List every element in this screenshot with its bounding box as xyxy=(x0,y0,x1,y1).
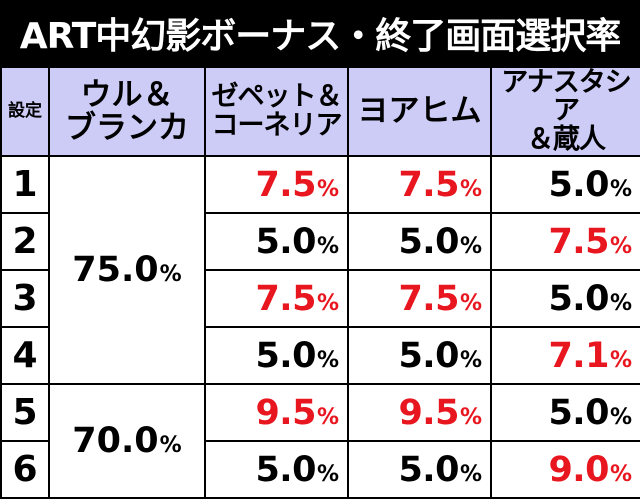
joachim-rate: 5.0% xyxy=(347,440,492,499)
percent-sign: % xyxy=(459,176,482,202)
percent-sign: % xyxy=(159,262,182,287)
selection-rate-table: 設定 ウル＆ ブランカ ゼペット＆ コーネリア ヨアヒム アナスタシア ＆蔵人 … xyxy=(0,66,640,499)
percent-sign: % xyxy=(609,176,632,202)
setting-number: 6 xyxy=(0,440,50,499)
setting-number: 3 xyxy=(0,269,50,328)
percent-sign: % xyxy=(609,290,632,316)
header-setting: 設定 xyxy=(0,66,50,157)
table-row: 2 5.0% 5.0% 7.5% xyxy=(0,212,640,271)
percent-sign: % xyxy=(316,404,339,430)
table-row: 6 5.0% 5.0% 9.0% xyxy=(0,440,640,499)
rate-value: 5.0 xyxy=(398,449,459,490)
anastasia-kurando-rate: 9.0% xyxy=(490,440,640,499)
rate-value: 5.0 xyxy=(255,335,316,376)
percent-sign: % xyxy=(459,233,482,259)
header-zepet-cornelia-line1: ゼペット＆ xyxy=(211,81,343,113)
rate-value: 7.5 xyxy=(398,278,459,319)
percent-sign: % xyxy=(316,290,339,316)
header-zepet-cornelia: ゼペット＆ コーネリア xyxy=(204,66,349,157)
anastasia-kurando-rate: 5.0% xyxy=(490,155,640,214)
percent-sign: % xyxy=(609,347,632,373)
rate-value: 9.5 xyxy=(398,392,459,433)
rate-value: 7.5 xyxy=(398,164,459,205)
zepet-cornelia-rate: 7.5% xyxy=(204,269,349,328)
table-row: 4 5.0% 5.0% 7.1% xyxy=(0,326,640,385)
page-title: ART中幻影ボーナス・終了画面選択率 xyxy=(0,0,640,66)
group-rate-value: 70.0 xyxy=(72,421,159,461)
header-anastasia-kurando: アナスタシア ＆蔵人 xyxy=(490,66,640,157)
rate-value: 7.5 xyxy=(255,164,316,205)
zepet-cornelia-rate: 9.5% xyxy=(204,383,349,442)
setting-number: 1 xyxy=(0,155,50,214)
rate-value: 7.1 xyxy=(548,335,609,376)
header-ul-blanca-line2: ブランカ xyxy=(65,109,189,146)
percent-sign: % xyxy=(459,461,482,487)
zepet-cornelia-rate: 5.0% xyxy=(204,212,349,271)
rate-value: 7.5 xyxy=(255,278,316,319)
rate-value: 5.0 xyxy=(255,221,316,262)
rate-value: 5.0 xyxy=(398,335,459,376)
percent-sign: % xyxy=(609,233,632,259)
percent-sign: % xyxy=(316,347,339,373)
header-joachim-line1: ヨアヒム xyxy=(357,93,482,130)
anastasia-kurando-rate: 7.1% xyxy=(490,326,640,385)
percent-sign: % xyxy=(316,461,339,487)
header-ul-blanca-line1: ウル＆ xyxy=(80,76,174,113)
rate-value: 9.0 xyxy=(548,449,609,490)
header-zepet-cornelia-line2: コーネリア xyxy=(211,109,343,141)
joachim-rate: 5.0% xyxy=(347,326,492,385)
joachim-rate: 7.5% xyxy=(347,155,492,214)
ul-blanca-rate-group-1: 75.0% xyxy=(48,155,206,385)
zepet-cornelia-rate: 5.0% xyxy=(204,440,349,499)
table-row: 1 75.0% 7.5% 7.5% 5.0% xyxy=(0,155,640,385)
table-row: 5 70.0% 9.5% 9.5% 5.0% xyxy=(0,383,640,499)
header-row: 設定 ウル＆ ブランカ ゼペット＆ コーネリア ヨアヒム アナスタシア ＆蔵人 xyxy=(0,66,640,157)
percent-sign: % xyxy=(459,347,482,373)
percent-sign: % xyxy=(459,404,482,430)
zepet-cornelia-rate: 7.5% xyxy=(204,155,349,214)
percent-sign: % xyxy=(316,176,339,202)
rate-value: 5.0 xyxy=(255,449,316,490)
zepet-cornelia-rate: 5.0% xyxy=(204,326,349,385)
header-anastasia-kurando-line1: アナスタシア xyxy=(501,67,631,127)
percent-sign: % xyxy=(609,461,632,487)
rate-value: 5.0 xyxy=(548,278,609,319)
setting-number: 2 xyxy=(0,212,50,271)
anastasia-kurando-rate: 7.5% xyxy=(490,212,640,271)
anastasia-kurando-rate: 5.0% xyxy=(490,383,640,442)
joachim-rate: 5.0% xyxy=(347,212,492,271)
rate-value: 5.0 xyxy=(548,164,609,205)
rate-value: 5.0 xyxy=(398,221,459,262)
setting-number: 4 xyxy=(0,326,50,385)
percent-sign: % xyxy=(459,290,482,316)
rate-value: 7.5 xyxy=(548,221,609,262)
ul-blanca-rate-group-2: 70.0% xyxy=(48,383,206,499)
header-ul-blanca: ウル＆ ブランカ xyxy=(48,66,206,157)
joachim-rate: 7.5% xyxy=(347,269,492,328)
percent-sign: % xyxy=(609,404,632,430)
group-rate-value: 75.0 xyxy=(72,250,159,290)
percent-sign: % xyxy=(316,233,339,259)
header-anastasia-kurando-line2: ＆蔵人 xyxy=(527,123,606,155)
header-joachim: ヨアヒム xyxy=(347,66,492,157)
setting-number: 5 xyxy=(0,383,50,442)
percent-sign: % xyxy=(159,433,182,458)
anastasia-kurando-rate: 5.0% xyxy=(490,269,640,328)
rate-value: 9.5 xyxy=(255,392,316,433)
joachim-rate: 9.5% xyxy=(347,383,492,442)
rate-value: 5.0 xyxy=(548,392,609,433)
